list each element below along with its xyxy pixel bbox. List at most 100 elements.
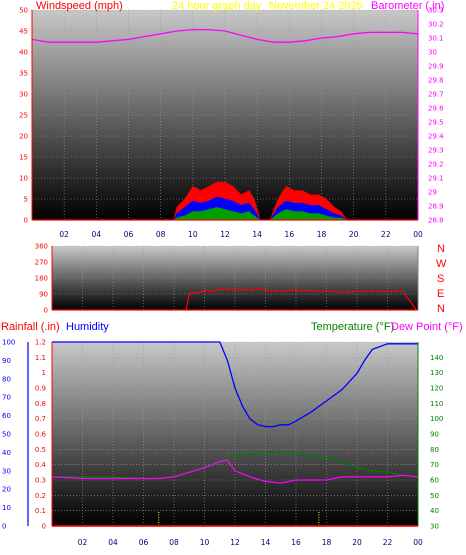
wind-panel-axes: 0 5 10 15 20 25 30 35 40 45 50 02 04 06 08 10 12 14 16 18 20… — [19, 7, 444, 240]
y2-tick-label: 29.8 — [428, 77, 444, 85]
x-tick-label: 02 — [78, 538, 88, 547]
temp-tick-label: 100 — [430, 415, 443, 423]
y-tick-label: 35 — [19, 70, 28, 78]
y2-tick-label: 30.1 — [428, 35, 444, 43]
humidity-tick-label: 40 — [2, 449, 11, 457]
temp-tick-label: 80 — [430, 446, 439, 454]
y2-tick-label: 29.4 — [428, 133, 444, 141]
temp-tick-label: 30 — [430, 523, 439, 531]
humidity-tick-label: 70 — [2, 394, 11, 402]
x-tick-label: 16 — [291, 538, 301, 547]
x-tick-label: 16 — [285, 230, 295, 239]
humidity-tick-label: 80 — [2, 375, 11, 383]
rain-tick-label: 0.8 — [35, 400, 46, 408]
x-tick-label: 10 — [200, 538, 210, 547]
rain-tick-label: 0.7 — [35, 415, 46, 423]
temp-tick-label: 50 — [430, 492, 439, 500]
humidity-tick-label: 20 — [2, 486, 11, 494]
x-tick-label: 12 — [230, 538, 240, 547]
dewpoint-label: Dew Point (°F) — [391, 321, 463, 333]
x-tick-label: 22 — [381, 230, 391, 239]
x-tick-label: 00 — [413, 230, 423, 239]
y2-tick-label: 30.2 — [428, 21, 444, 29]
temp-tick-label: 120 — [430, 385, 443, 393]
rain-tick-label: 0.6 — [35, 431, 47, 439]
rain-tick-label: 0 — [42, 523, 46, 531]
humidity-tick-label: 0 — [2, 523, 6, 531]
temperature-panel-axes: 0 0.1 0.2 0.3 0.4 0.5 0.6 0.7 0.8 0.9 1 1.1 1.2 0 10 20… — [2, 339, 443, 548]
humidity-tick-label: 50 — [2, 431, 11, 439]
y2-tick-label: 29.7 — [428, 91, 444, 99]
humidity-tick-label: 90 — [2, 357, 11, 365]
rain-tick-label: 0.5 — [35, 446, 46, 454]
y-tick-label: 90 — [39, 291, 48, 299]
humidity-tick-label: 100 — [2, 339, 15, 347]
y2-tick-label: 29.6 — [428, 105, 444, 113]
y2-tick-label: 28.8 — [428, 217, 444, 225]
y-tick-label: 5 — [24, 196, 28, 204]
direction-panel-marks — [185, 288, 417, 311]
dewpoint-line — [51, 459, 419, 484]
x-tick-label: 00 — [413, 538, 423, 547]
x-tick-label: 06 — [124, 230, 134, 239]
y-tick-label: 270 — [35, 259, 48, 267]
rain-tick-label: 1.2 — [35, 339, 46, 347]
temp-tick-label: 60 — [430, 477, 439, 485]
y-tick-label: 45 — [19, 28, 28, 36]
temp-tick-label: 130 — [430, 369, 443, 377]
windspeed-label: Windspeed (mph) — [36, 0, 123, 12]
y-tick-label: 30 — [19, 91, 28, 99]
y-tick-label: 0 — [44, 307, 48, 315]
y2-tick-label: 29.1 — [428, 175, 444, 183]
x-tick-label: 08 — [156, 230, 166, 239]
x-tick-label: 20 — [349, 230, 359, 239]
x-tick-label: 18 — [317, 230, 327, 239]
date-label: November 24 2025 — [269, 0, 363, 12]
y2-tick-label: 30.3 — [428, 7, 444, 15]
rain-tick-label: 0.9 — [35, 385, 46, 393]
wind-direction-line — [185, 288, 417, 311]
x-tick-label: 04 — [92, 230, 102, 239]
humidity-tick-label: 10 — [2, 504, 11, 512]
rain-tick-label: 1.1 — [35, 354, 46, 362]
y-tick-label: 360 — [35, 243, 48, 251]
y-tick-label: 180 — [35, 275, 48, 283]
x-tick-label: 14 — [252, 230, 262, 239]
x-tick-label: 20 — [352, 538, 362, 547]
direction-panel-axes: 0 90 180 270 360 — [35, 243, 419, 315]
temp-tick-label: 140 — [430, 354, 443, 362]
humidity-label: Humidity — [66, 321, 109, 333]
barometer-label: Barometer (.in) — [371, 0, 444, 12]
x-tick-label: 08 — [169, 538, 179, 547]
x-tick-label: 22 — [383, 538, 393, 547]
x-tick-label: 04 — [108, 538, 118, 547]
temp-tick-label: 40 — [430, 507, 439, 515]
x-tick-label: 02 — [59, 230, 69, 239]
direction-label-n-top: N — [437, 243, 445, 255]
direction-label-e: E — [437, 288, 444, 300]
x-tick-label: 12 — [220, 230, 230, 239]
y2-tick-label: 30 — [428, 49, 437, 57]
y-tick-label: 10 — [19, 175, 28, 183]
x-tick-label: 10 — [188, 230, 198, 239]
direction-label-w: W — [436, 258, 447, 270]
direction-label-n-bottom: N — [437, 303, 445, 315]
y2-tick-label: 28.9 — [428, 203, 444, 211]
y-tick-label: 20 — [19, 133, 28, 141]
temperature-label: Temperature (°F) — [311, 321, 394, 333]
y2-tick-label: 29.9 — [428, 63, 444, 71]
wind-panel-grid — [32, 9, 419, 221]
temp-tick-label: 90 — [430, 431, 439, 439]
rain-tick-label: 0.3 — [35, 477, 46, 485]
y2-tick-label: 29.2 — [428, 161, 444, 169]
x-tick-label: 18 — [322, 538, 332, 547]
x-tick-label: 14 — [261, 538, 271, 547]
humidity-tick-label: 60 — [2, 412, 11, 420]
y-tick-label: 15 — [19, 154, 28, 162]
period-label: 24 hour graph day — [172, 0, 262, 12]
rainfall-label: Rainfall (.in) — [1, 321, 60, 333]
barometer-line — [31, 28, 419, 43]
y-tick-label: 0 — [24, 217, 28, 225]
x-tick-label: 06 — [139, 538, 149, 547]
